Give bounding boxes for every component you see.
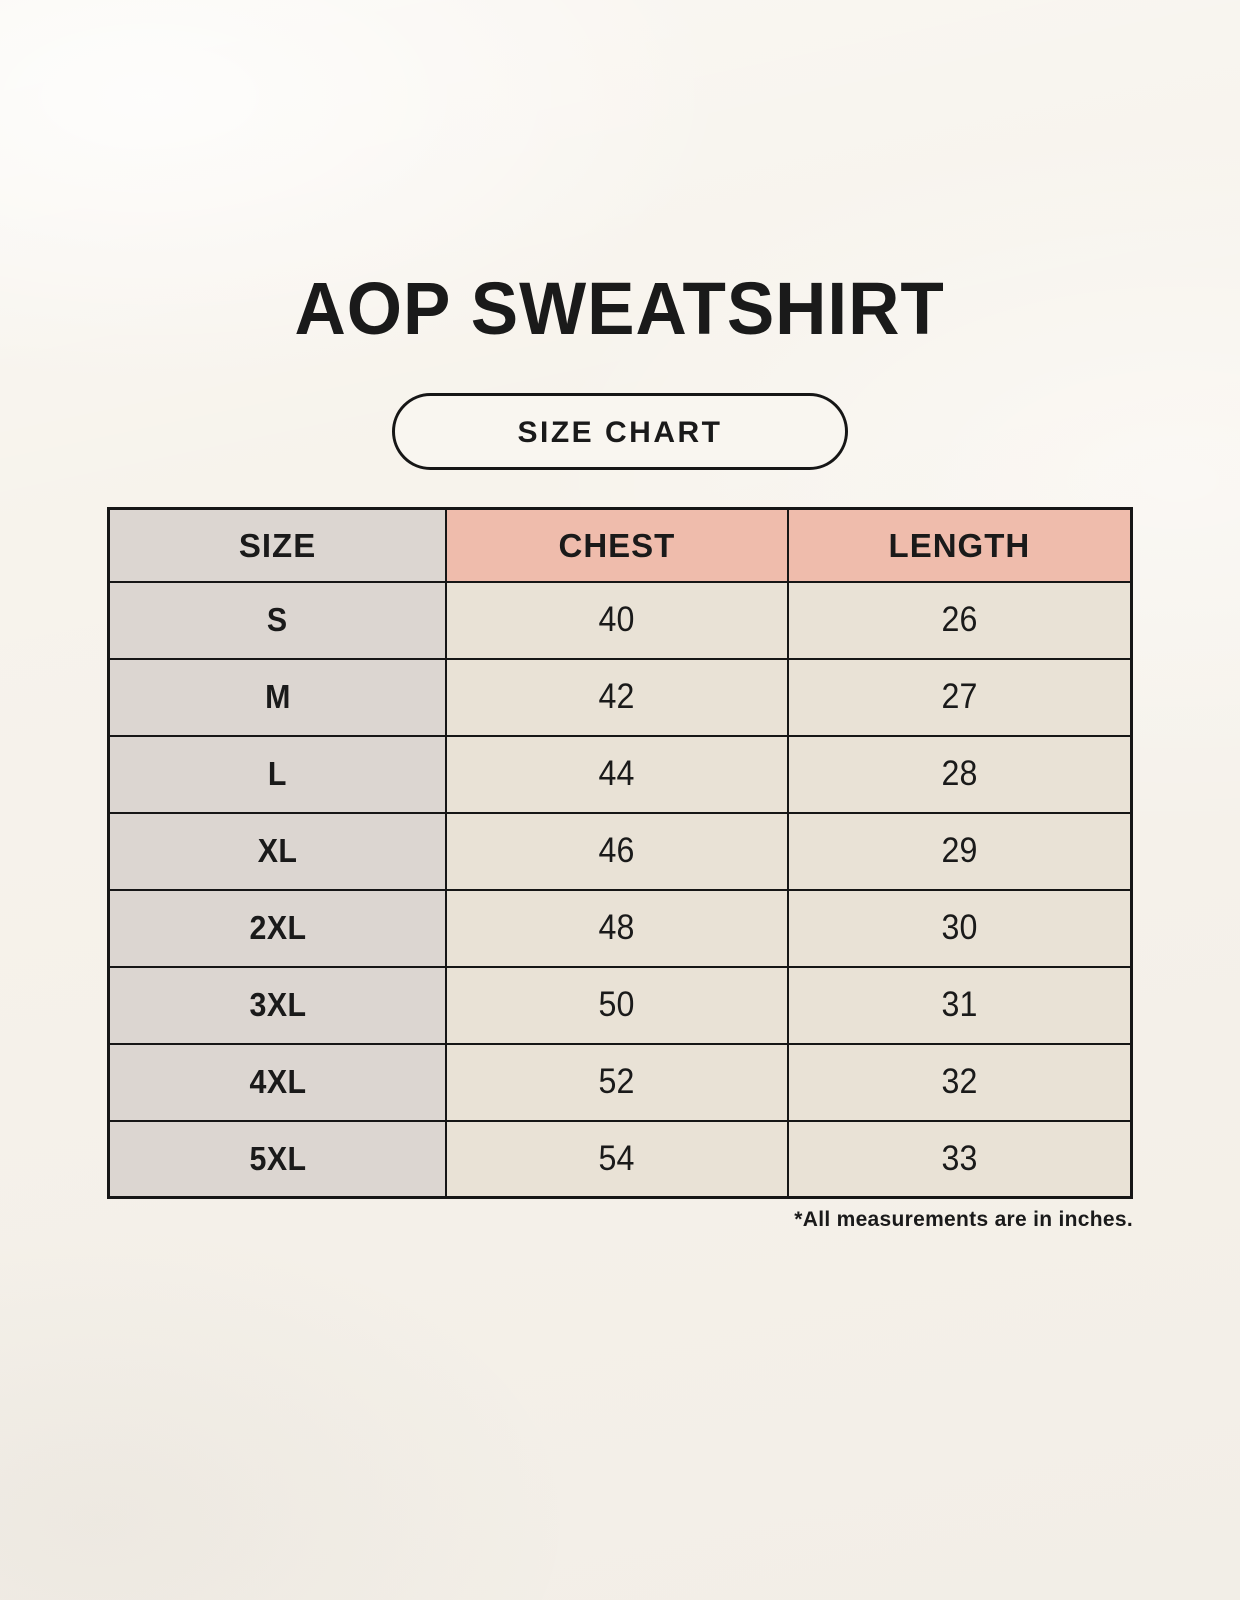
chest-cell: 48	[445, 888, 789, 968]
size-cell: S	[107, 580, 448, 660]
chest-cell: 54	[445, 1119, 789, 1199]
length-cell: 33	[786, 1119, 1133, 1199]
size-cell: 4XL	[107, 1042, 448, 1122]
size-chart-badge-label: SIZE CHART	[517, 415, 723, 449]
table-row: L 44 28	[107, 734, 1133, 814]
length-cell: 31	[786, 965, 1133, 1045]
chest-cell: 44	[445, 734, 789, 814]
size-cell: L	[107, 734, 448, 814]
size-cell: 2XL	[107, 888, 448, 968]
table-row: 4XL 52 32	[107, 1042, 1133, 1122]
table-row: S 40 26	[107, 580, 1133, 660]
size-table-container: SIZE CHEST LENGTH S 40 26 M 42 27 L 44 2…	[107, 507, 1133, 1200]
table-row: 3XL 50 31	[107, 965, 1133, 1045]
length-cell: 30	[786, 888, 1133, 968]
table-row: M 42 27	[107, 657, 1133, 737]
measurements-footnote: *All measurements are in inches.	[794, 1208, 1133, 1232]
table-row: 5XL 54 33	[107, 1119, 1133, 1199]
size-table-body: S 40 26 M 42 27 L 44 28 XL 46 29 2XL 48 …	[107, 580, 1133, 1199]
size-cell: XL	[107, 811, 448, 891]
length-cell: 27	[786, 657, 1133, 737]
column-header-length: LENGTH	[786, 507, 1133, 583]
column-header-size: SIZE	[107, 507, 448, 583]
length-cell: 32	[786, 1042, 1133, 1122]
size-cell: M	[107, 657, 448, 737]
chest-cell: 46	[445, 811, 789, 891]
page-title: AOP SWEATSHIRT	[294, 267, 946, 350]
size-table-header-row: SIZE CHEST LENGTH	[107, 507, 1133, 583]
length-cell: 29	[786, 811, 1133, 891]
chest-cell: 42	[445, 657, 789, 737]
size-chart-badge[interactable]: SIZE CHART	[392, 393, 848, 471]
chest-cell: 40	[445, 580, 789, 660]
table-row: XL 46 29	[107, 811, 1133, 891]
column-header-chest: CHEST	[445, 507, 789, 583]
size-table: SIZE CHEST LENGTH S 40 26 M 42 27 L 44 2…	[107, 507, 1133, 1200]
chest-cell: 50	[445, 965, 789, 1045]
chest-cell: 52	[445, 1042, 789, 1122]
size-cell: 5XL	[107, 1119, 448, 1199]
table-row: 2XL 48 30	[107, 888, 1133, 968]
length-cell: 28	[786, 734, 1133, 814]
size-cell: 3XL	[107, 965, 448, 1045]
length-cell: 26	[786, 580, 1133, 660]
